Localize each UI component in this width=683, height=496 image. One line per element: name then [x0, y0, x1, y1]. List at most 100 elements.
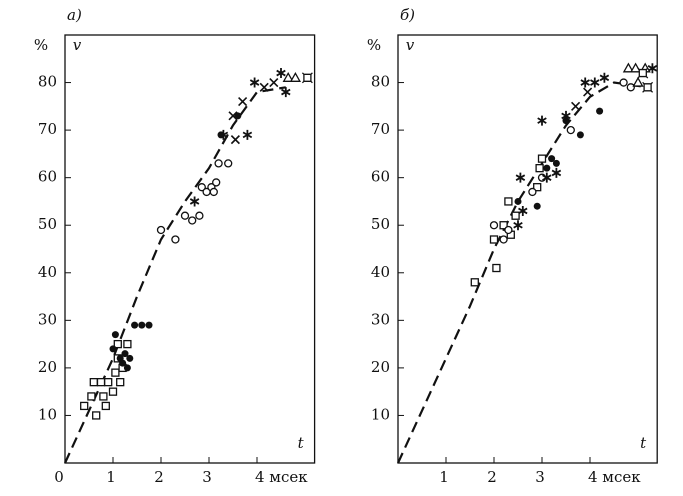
point-circle: [180, 211, 190, 220]
point-circle: [156, 225, 166, 235]
point-box-cross: [637, 67, 649, 79]
point-square: [537, 154, 547, 163]
x-tick-label: 2: [487, 468, 497, 486]
y-tick-label: 30: [38, 310, 57, 328]
x-tick-label: 3: [535, 468, 545, 486]
point-filled-circle: [543, 164, 551, 172]
point-asterisk: [242, 129, 253, 140]
point-square: [499, 221, 508, 230]
plot-frame: [397, 34, 658, 464]
x-tick-label: 1: [106, 468, 116, 486]
y-tick-label: 20: [371, 358, 390, 376]
x-tick-label: 1: [439, 468, 449, 486]
point-filled-circle: [145, 321, 153, 329]
point-asterisk: [590, 77, 600, 88]
point-cross: [228, 111, 238, 121]
point-filled-circle: [596, 107, 604, 115]
point-circle: [188, 216, 197, 225]
point-triangle: [629, 62, 642, 73]
point-square: [108, 387, 118, 396]
point-filled-circle: [123, 364, 131, 372]
point-filled-circle: [576, 131, 584, 139]
point-asterisk: [515, 172, 526, 183]
x-tick-label: 3: [202, 468, 212, 486]
point-filled-circle: [514, 197, 522, 205]
point-filled-circle: [552, 159, 560, 167]
x-label: t: [298, 434, 305, 452]
fit-curve: [397, 81, 648, 464]
y-tick-label: 60: [371, 168, 390, 186]
point-asterisk: [276, 68, 286, 79]
point-filled-circle: [138, 321, 146, 329]
fit-curve: [64, 86, 286, 464]
point-circle: [209, 187, 218, 197]
point-circle: [499, 235, 508, 244]
point-triangle: [289, 71, 302, 82]
point-square: [489, 235, 499, 244]
point-square: [492, 263, 501, 273]
point-circle: [504, 225, 513, 235]
point-square: [80, 401, 89, 411]
point-square: [511, 211, 520, 220]
point-circle: [224, 159, 233, 168]
point-square: [87, 392, 96, 401]
point-square: [89, 378, 98, 387]
plot-frame: [64, 34, 316, 464]
point-circle: [197, 183, 206, 192]
point-box-cross: [642, 81, 654, 93]
point-asterisk: [647, 63, 658, 74]
point-circle: [212, 178, 221, 187]
point-circle: [195, 211, 204, 220]
y-tick-label: 50: [371, 215, 390, 233]
point-cross: [571, 101, 581, 111]
point-triangle: [622, 62, 635, 73]
y-unit: %: [34, 36, 48, 54]
point-filled-circle: [119, 359, 127, 367]
point-circle: [566, 125, 575, 135]
point-cross: [583, 87, 593, 97]
x-tick-label: 2: [154, 468, 164, 486]
point-asterisk: [218, 129, 229, 140]
y-label: v: [406, 36, 415, 54]
point-square: [92, 411, 101, 420]
point-filled-circle: [548, 155, 556, 163]
point-circle: [619, 78, 628, 87]
y-tick-label: 30: [371, 310, 390, 328]
point-circle: [528, 187, 537, 197]
point-cross: [269, 77, 279, 88]
point-filled-circle: [533, 202, 541, 210]
point-filled-circle: [234, 112, 242, 120]
y-label: v: [73, 36, 82, 54]
point-circle: [171, 235, 180, 244]
y-tick-label: 80: [38, 73, 57, 91]
point-asterisk: [599, 72, 610, 83]
y-tick-label: 20: [38, 358, 57, 376]
y-tick-label: 70: [371, 120, 390, 138]
point-square: [470, 278, 479, 287]
point-asterisk: [542, 172, 552, 183]
point-asterisk: [249, 77, 260, 88]
point-square: [116, 378, 125, 387]
point-square: [96, 378, 106, 387]
point-asterisk: [513, 220, 523, 231]
x-tick-label: 4 мсек: [588, 468, 641, 486]
point-asterisk: [537, 115, 547, 126]
point-asterisk: [551, 167, 562, 178]
point-asterisk: [281, 87, 291, 98]
point-square: [504, 197, 513, 206]
point-cross: [230, 135, 240, 145]
point-square: [99, 392, 108, 401]
point-filled-circle: [121, 350, 129, 358]
point-asterisk: [189, 196, 200, 207]
point-filled-circle: [109, 345, 117, 353]
point-asterisk: [561, 110, 571, 121]
y-tick-label: 10: [371, 405, 390, 423]
point-square: [123, 339, 132, 349]
point-cross: [238, 97, 248, 107]
point-square: [533, 183, 542, 192]
point-circle: [537, 173, 547, 182]
y-tick-label: 60: [38, 168, 57, 186]
y-tick-label: 70: [38, 120, 57, 138]
y-tick-label: 80: [371, 73, 390, 91]
